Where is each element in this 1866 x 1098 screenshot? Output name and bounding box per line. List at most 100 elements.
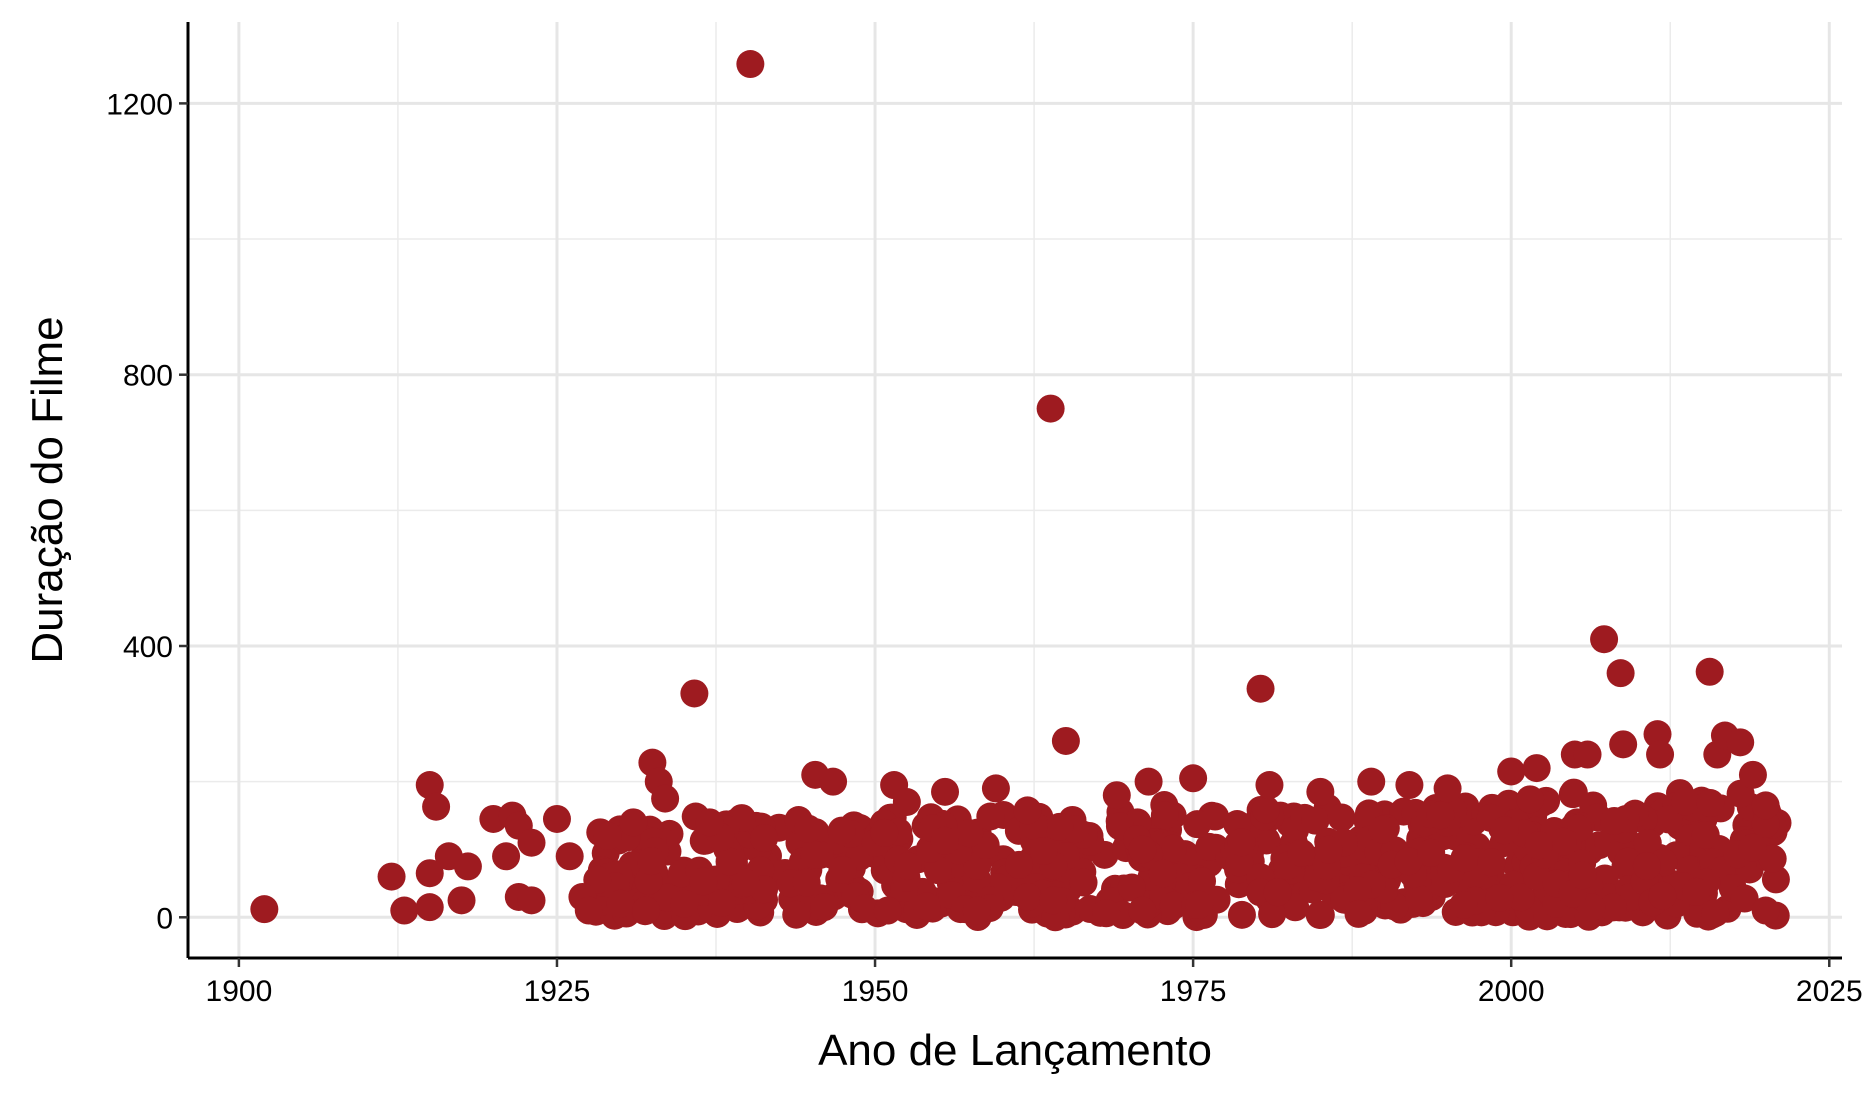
data-point <box>981 774 1010 803</box>
data-point <box>632 896 661 925</box>
data-point <box>447 886 476 915</box>
data-point <box>800 840 829 869</box>
data-point <box>1573 740 1602 769</box>
data-point <box>1343 876 1372 905</box>
data-point <box>1251 795 1280 824</box>
data-point <box>794 814 823 843</box>
y-tick-label: 1200 <box>106 88 173 121</box>
data-point <box>517 886 546 915</box>
data-point <box>955 819 984 848</box>
data-point <box>1648 881 1677 910</box>
data-point <box>1128 896 1157 925</box>
data-point <box>637 847 666 876</box>
data-point <box>1159 891 1188 920</box>
data-point <box>1609 730 1638 759</box>
data-point <box>415 771 444 800</box>
data-point <box>1368 815 1397 844</box>
x-tick-label: 1950 <box>842 975 909 1008</box>
data-point <box>1150 801 1179 830</box>
data-point <box>715 847 744 876</box>
data-point <box>1730 884 1759 913</box>
x-tick-label: 1900 <box>206 975 273 1008</box>
data-point <box>827 816 856 845</box>
data-point <box>1643 720 1672 749</box>
data-point <box>377 862 406 891</box>
y-tick-label: 0 <box>156 902 173 935</box>
data-point <box>792 868 821 897</box>
data-point <box>1227 900 1256 929</box>
data-point <box>892 788 921 816</box>
data-point <box>850 894 879 923</box>
data-point <box>1188 867 1217 896</box>
data-point <box>1134 767 1163 796</box>
data-point <box>1433 774 1462 803</box>
data-point <box>1701 899 1730 928</box>
x-tick-label: 2025 <box>1796 975 1863 1008</box>
data-point <box>828 855 857 884</box>
data-point <box>1751 896 1780 925</box>
data-point <box>1405 884 1434 913</box>
data-point <box>1738 833 1767 862</box>
data-point <box>870 818 899 847</box>
data-point <box>708 888 737 917</box>
data-point <box>555 842 584 871</box>
data-point <box>962 896 991 925</box>
data-point <box>1069 868 1098 897</box>
data-point <box>1632 852 1661 881</box>
data-point <box>1344 899 1373 928</box>
data-point <box>415 893 444 922</box>
data-point <box>422 792 451 821</box>
data-point <box>1516 785 1545 814</box>
data-point <box>1263 878 1292 907</box>
data-point <box>619 808 648 837</box>
data-point <box>542 804 571 833</box>
data-point <box>1158 834 1187 863</box>
data-point <box>819 767 848 796</box>
data-point <box>1417 838 1446 867</box>
minor-gridlines <box>188 22 1842 958</box>
data-point <box>1258 900 1287 929</box>
data-point <box>976 802 1005 831</box>
data-point <box>1395 771 1424 800</box>
data-point <box>390 896 419 925</box>
y-axis-ticks: 0 400 800 1200 <box>106 88 188 935</box>
data-point <box>593 821 622 850</box>
data-point <box>1301 806 1330 835</box>
y-tick-label: 400 <box>123 631 173 664</box>
x-tick-label: 1975 <box>1160 975 1227 1008</box>
data-point <box>1654 805 1683 834</box>
data-point <box>1246 674 1275 703</box>
data-point <box>1633 828 1662 857</box>
data-point <box>1051 726 1080 755</box>
data-point <box>1092 899 1121 928</box>
data-point <box>250 895 279 924</box>
data-point <box>1287 838 1316 867</box>
data-point <box>912 892 941 921</box>
data-point <box>517 828 546 857</box>
data-point <box>810 893 839 922</box>
x-tick-label: 2000 <box>1478 975 1545 1008</box>
x-tick-label: 1925 <box>524 975 591 1008</box>
data-point <box>1600 806 1629 835</box>
data-point <box>689 867 718 896</box>
data-point <box>1490 816 1519 845</box>
data-point <box>574 896 603 925</box>
data-point <box>1039 886 1068 915</box>
data-point <box>931 777 960 806</box>
data-points <box>250 50 1780 928</box>
y-axis-title: Duração do Filme <box>23 316 72 663</box>
data-point <box>1477 848 1506 877</box>
data-point <box>1185 890 1214 919</box>
data-point <box>1726 728 1755 757</box>
data-point <box>606 889 635 918</box>
data-point <box>1691 820 1720 849</box>
x-axis-ticks: 1900 1925 1950 1975 2000 2025 <box>206 958 1863 1008</box>
data-point <box>1102 781 1131 810</box>
data-point <box>1450 844 1479 873</box>
data-point <box>750 824 779 853</box>
data-point <box>651 784 680 813</box>
data-point <box>1013 796 1042 825</box>
data-point <box>670 889 699 918</box>
data-point <box>1506 883 1535 912</box>
